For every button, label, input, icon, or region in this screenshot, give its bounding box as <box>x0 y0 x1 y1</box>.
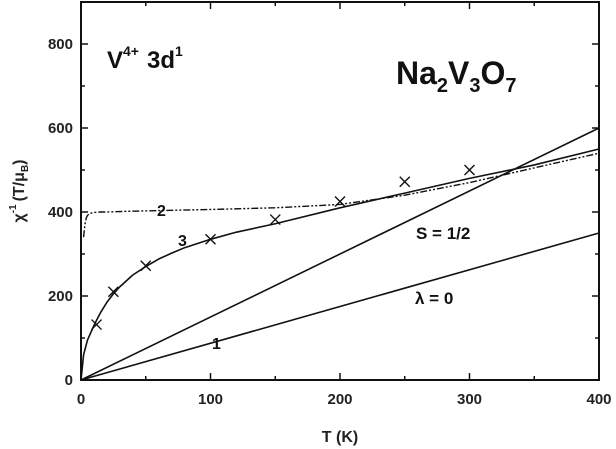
data-point-marker <box>91 319 103 331</box>
data-markers-layer <box>91 164 475 331</box>
y-tick-label: 200 <box>48 288 73 305</box>
y-axis-label-sup: -1 <box>8 204 19 213</box>
axis-ticks <box>80 1 600 381</box>
data-point-marker <box>399 176 411 188</box>
y-axis-label-main: χ <box>11 213 28 223</box>
ion-config-sup: 1 <box>175 43 183 59</box>
y-tick-label: 600 <box>48 120 73 137</box>
y-tick-label: 0 <box>65 372 73 389</box>
data-point-marker <box>205 233 216 245</box>
compound-part-5: O <box>481 55 506 91</box>
y-tick-label: 400 <box>48 204 73 221</box>
data-point-marker <box>269 214 281 226</box>
series-layer <box>80 127 600 381</box>
data-point-marker <box>334 196 346 207</box>
curve-3 <box>80 148 600 381</box>
data-point-marker <box>140 260 152 272</box>
ion-config: 3d <box>147 47 175 74</box>
x-tick-label: 300 <box>457 391 482 408</box>
lambda-zero-label: λ = 0 <box>415 289 453 308</box>
data-point-marker <box>464 164 475 176</box>
curve-1-label: 1 <box>212 336 221 353</box>
data-point-marker <box>107 286 119 298</box>
ion-annotation: V4+ 3d1 <box>107 43 183 74</box>
compound-annotation: Na2V3O7 <box>396 55 517 97</box>
y-axis-label-close: ) <box>11 159 28 164</box>
s-half-label: S = 1/2 <box>416 224 470 243</box>
ion-symbol: V <box>107 47 123 74</box>
x-tick-label: 400 <box>586 391 611 408</box>
x-tick-label: 200 <box>327 391 352 408</box>
ion-charge: 4+ <box>123 43 139 59</box>
curve-2-label: 2 <box>157 203 166 220</box>
y-axis-label: χ-1 (T/μB) <box>8 159 31 222</box>
y-axis-label-unit: (T/μ <box>11 172 28 201</box>
line-lambda-zero <box>80 232 600 381</box>
x-tick-label: 0 <box>77 391 85 408</box>
compound-part-4: 3 <box>469 75 480 97</box>
x-tick-label: 100 <box>198 391 223 408</box>
y-axis-label-unit-sub: B <box>20 165 31 172</box>
curve-2 <box>82 152 600 238</box>
compound-part-1: Na <box>396 55 437 91</box>
compound-part-6: 7 <box>505 75 516 97</box>
compound-part-3: V <box>448 55 470 91</box>
x-axis-label: T (K) <box>322 429 358 446</box>
curve-3-label: 3 <box>178 233 187 250</box>
axis-tick-labels: 0 100 200 300 400 0 200 400 600 800 <box>48 36 612 408</box>
y-tick-label: 800 <box>48 36 73 53</box>
line-s-half <box>80 127 600 381</box>
compound-part-2: 2 <box>437 75 448 97</box>
